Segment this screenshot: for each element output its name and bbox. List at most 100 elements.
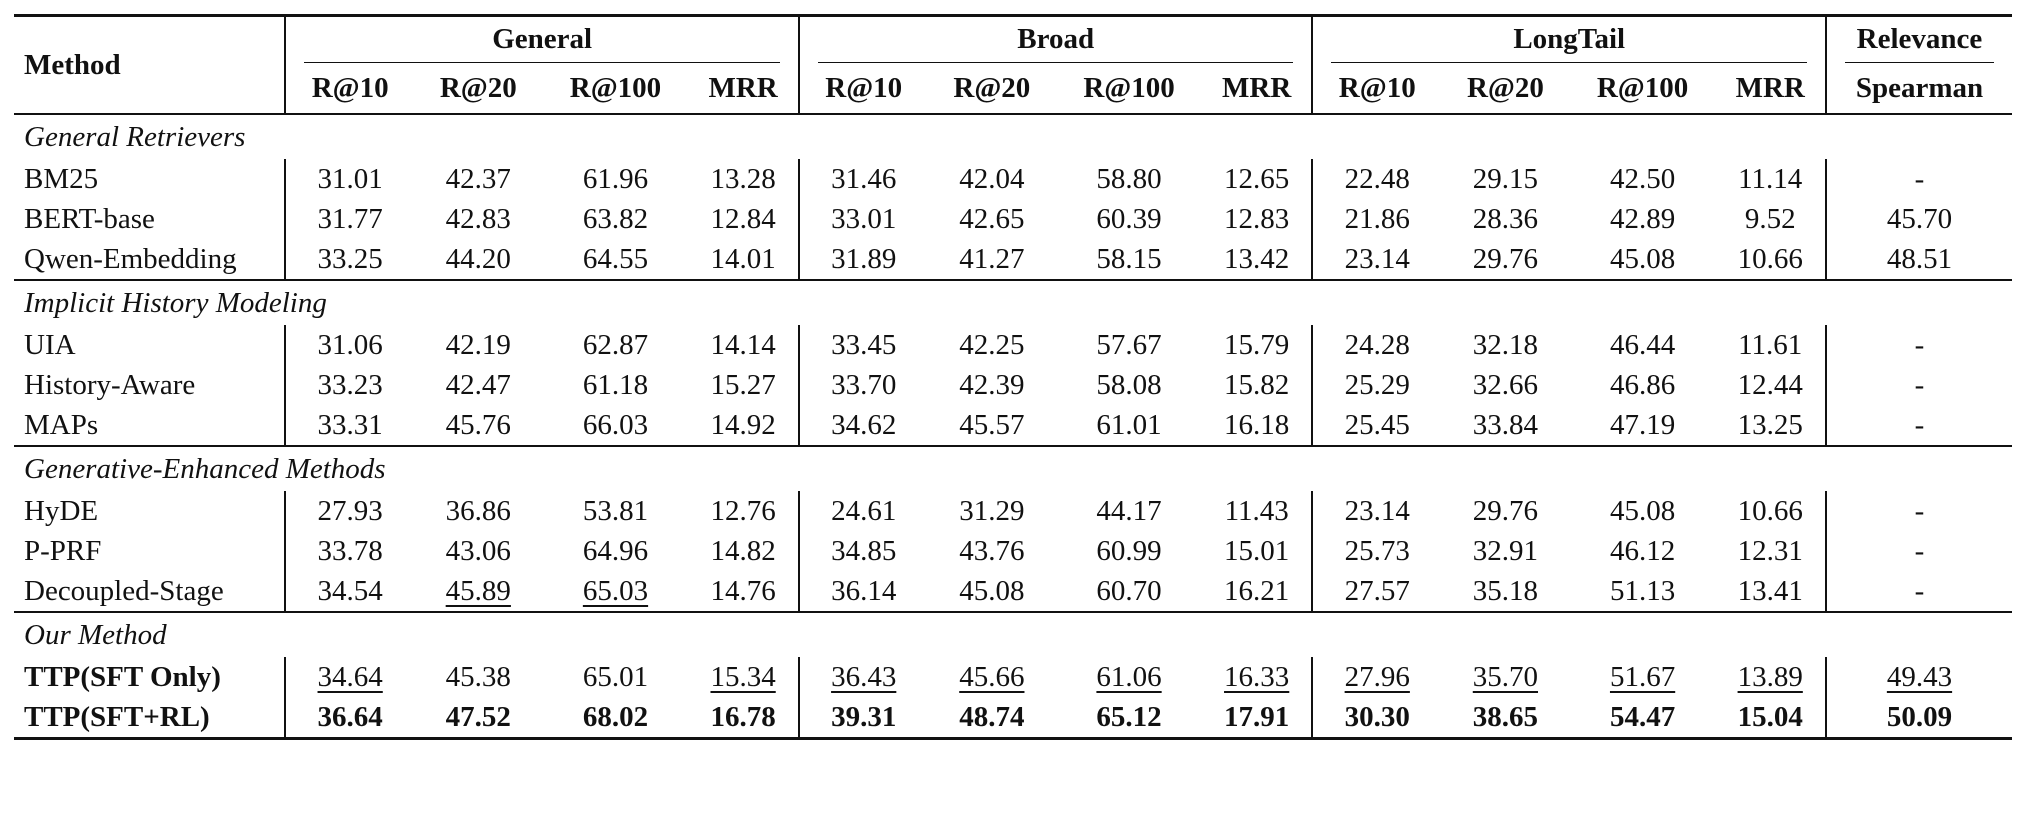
- metric-value: 44.17: [1096, 494, 1162, 527]
- metric-cell: 65.12: [1056, 697, 1202, 739]
- metric-value: 24.28: [1344, 328, 1410, 361]
- metric-value: 31.89: [831, 242, 897, 275]
- metric-cell: 16.18: [1202, 405, 1313, 446]
- metric-value: 50.09: [1886, 700, 1953, 733]
- metric-cell: 33.84: [1441, 405, 1570, 446]
- metric-cell: 47.52: [414, 697, 543, 739]
- metric-cell: 23.14: [1311, 491, 1442, 531]
- metric-cell: 31.29: [928, 491, 1057, 531]
- metric-value: 42.83: [445, 202, 511, 235]
- method-name: BERT-base: [24, 202, 155, 235]
- metric-cell: 45.08: [1570, 491, 1716, 531]
- metric-cell: 33.31: [284, 405, 414, 446]
- metric-value: 25.29: [1344, 368, 1410, 401]
- metric-value: 46.12: [1609, 534, 1676, 567]
- table-row: P-PRF 33.78 43.06 64.96 14.82 34.85 43.76 60.99…: [14, 531, 2012, 571]
- metric-cell: 31.01: [284, 159, 414, 199]
- metric-cell: 36.43: [797, 657, 928, 697]
- metric-cell: 27.96: [1311, 657, 1442, 697]
- metric-cell: 46.12: [1570, 531, 1716, 571]
- metric-cell: 45.57: [928, 405, 1057, 446]
- metric-value: 46.44: [1609, 328, 1676, 361]
- metric-value: 27.96: [1344, 660, 1410, 693]
- group-header-relevance: Relevance: [1824, 15, 2012, 63]
- metric-value: 29.76: [1472, 242, 1539, 275]
- metric-cell: 45.38: [414, 657, 543, 697]
- metric-value: 12.84: [710, 202, 776, 235]
- metric-value: 38.65: [1472, 700, 1539, 733]
- metric-cell: 15.27: [688, 365, 799, 405]
- metric-value: -: [1914, 494, 1925, 527]
- metric-value: 60.70: [1096, 574, 1162, 607]
- metric-value: 43.06: [445, 534, 511, 567]
- metric-value: 34.85: [831, 534, 897, 567]
- metric-value: 47.19: [1609, 408, 1676, 441]
- metric-cell: 61.06: [1056, 657, 1202, 697]
- metric-value: -: [1914, 162, 1925, 195]
- metric-cell: 31.06: [284, 325, 414, 365]
- metric-cell: 45.76: [414, 405, 543, 446]
- section-title: General Retrievers: [24, 120, 246, 153]
- metric-cell: 14.82: [688, 531, 799, 571]
- table-row: Decoupled-Stage 34.54 45.89 65.03 14.76 36.14…: [14, 571, 2012, 612]
- metric-cell: 43.76: [928, 531, 1057, 571]
- metric-value: 61.01: [1096, 408, 1162, 441]
- metric-value: 36.86: [445, 494, 511, 527]
- group-label: LongTail: [1331, 23, 1807, 63]
- metric-cell: 57.67: [1056, 325, 1202, 365]
- metric-value: 12.31: [1737, 534, 1803, 567]
- metric-value: 13.89: [1737, 660, 1803, 693]
- metric-cell: 22.48: [1311, 159, 1442, 199]
- method-name: BM25: [24, 162, 99, 195]
- metric-cell: 33.70: [797, 365, 928, 405]
- metric-value: 42.89: [1609, 202, 1676, 235]
- metric-value: 31.77: [317, 202, 383, 235]
- metric-cell: 24.28: [1311, 325, 1442, 365]
- metric-cell: 45.89: [414, 571, 543, 612]
- metric-value: 36.64: [317, 700, 383, 733]
- metric-value: 53.81: [582, 494, 649, 527]
- metric-value: 58.15: [1096, 242, 1162, 275]
- metric-cell: 27.57: [1311, 571, 1442, 612]
- metric-cell: 15.82: [1202, 365, 1313, 405]
- metric-value: 64.96: [582, 534, 649, 567]
- metric-cell: 35.18: [1441, 571, 1570, 612]
- sub-header: R@10: [1311, 63, 1442, 114]
- metric-value: 33.78: [317, 534, 383, 567]
- metric-value: 22.48: [1344, 162, 1410, 195]
- metric-cell: 12.31: [1715, 531, 1826, 571]
- metric-cell: 36.64: [284, 697, 414, 739]
- metric-cell: 66.03: [543, 405, 689, 446]
- metric-cell: 60.39: [1056, 199, 1202, 239]
- metric-cell: 31.77: [284, 199, 414, 239]
- section-title: Our Method: [24, 618, 167, 651]
- metric-value: 45.08: [1609, 494, 1676, 527]
- metric-cell: 60.70: [1056, 571, 1202, 612]
- metric-cell: -: [1824, 365, 2012, 405]
- metric-value: 58.80: [1096, 162, 1162, 195]
- table-row: BERT-base 31.77 42.83 63.82 12.84 33.01 42.65 6…: [14, 199, 2012, 239]
- group-label: General: [304, 23, 780, 63]
- metric-cell: -: [1824, 491, 2012, 531]
- metric-value: 45.38: [445, 660, 511, 693]
- metric-value: 13.42: [1224, 242, 1290, 275]
- sub-header: R@10: [797, 63, 928, 114]
- section-title-row: Implicit History Modeling: [14, 280, 2012, 325]
- metric-value: 45.70: [1886, 202, 1953, 235]
- metric-value: 25.73: [1344, 534, 1410, 567]
- table-row: History-Aware 33.23 42.47 61.18 15.27 33.70 42…: [14, 365, 2012, 405]
- metric-cell: 33.78: [284, 531, 414, 571]
- metric-cell: 65.01: [543, 657, 689, 697]
- metric-value: 48.74: [959, 700, 1025, 733]
- metric-value: 11.14: [1738, 162, 1803, 195]
- metric-cell: 42.65: [928, 199, 1057, 239]
- metric-value: 32.91: [1472, 534, 1539, 567]
- metric-cell: 15.34: [688, 657, 799, 697]
- metric-cell: 42.50: [1570, 159, 1716, 199]
- metric-cell: 45.08: [928, 571, 1057, 612]
- metric-value: 21.86: [1344, 202, 1410, 235]
- table-body: General Retrievers BM25 31.01 42.37 61.96 13.…: [14, 114, 2012, 739]
- metric-value: 13.25: [1737, 408, 1803, 441]
- metric-value: 45.66: [959, 660, 1025, 693]
- metric-cell: 64.55: [543, 239, 689, 280]
